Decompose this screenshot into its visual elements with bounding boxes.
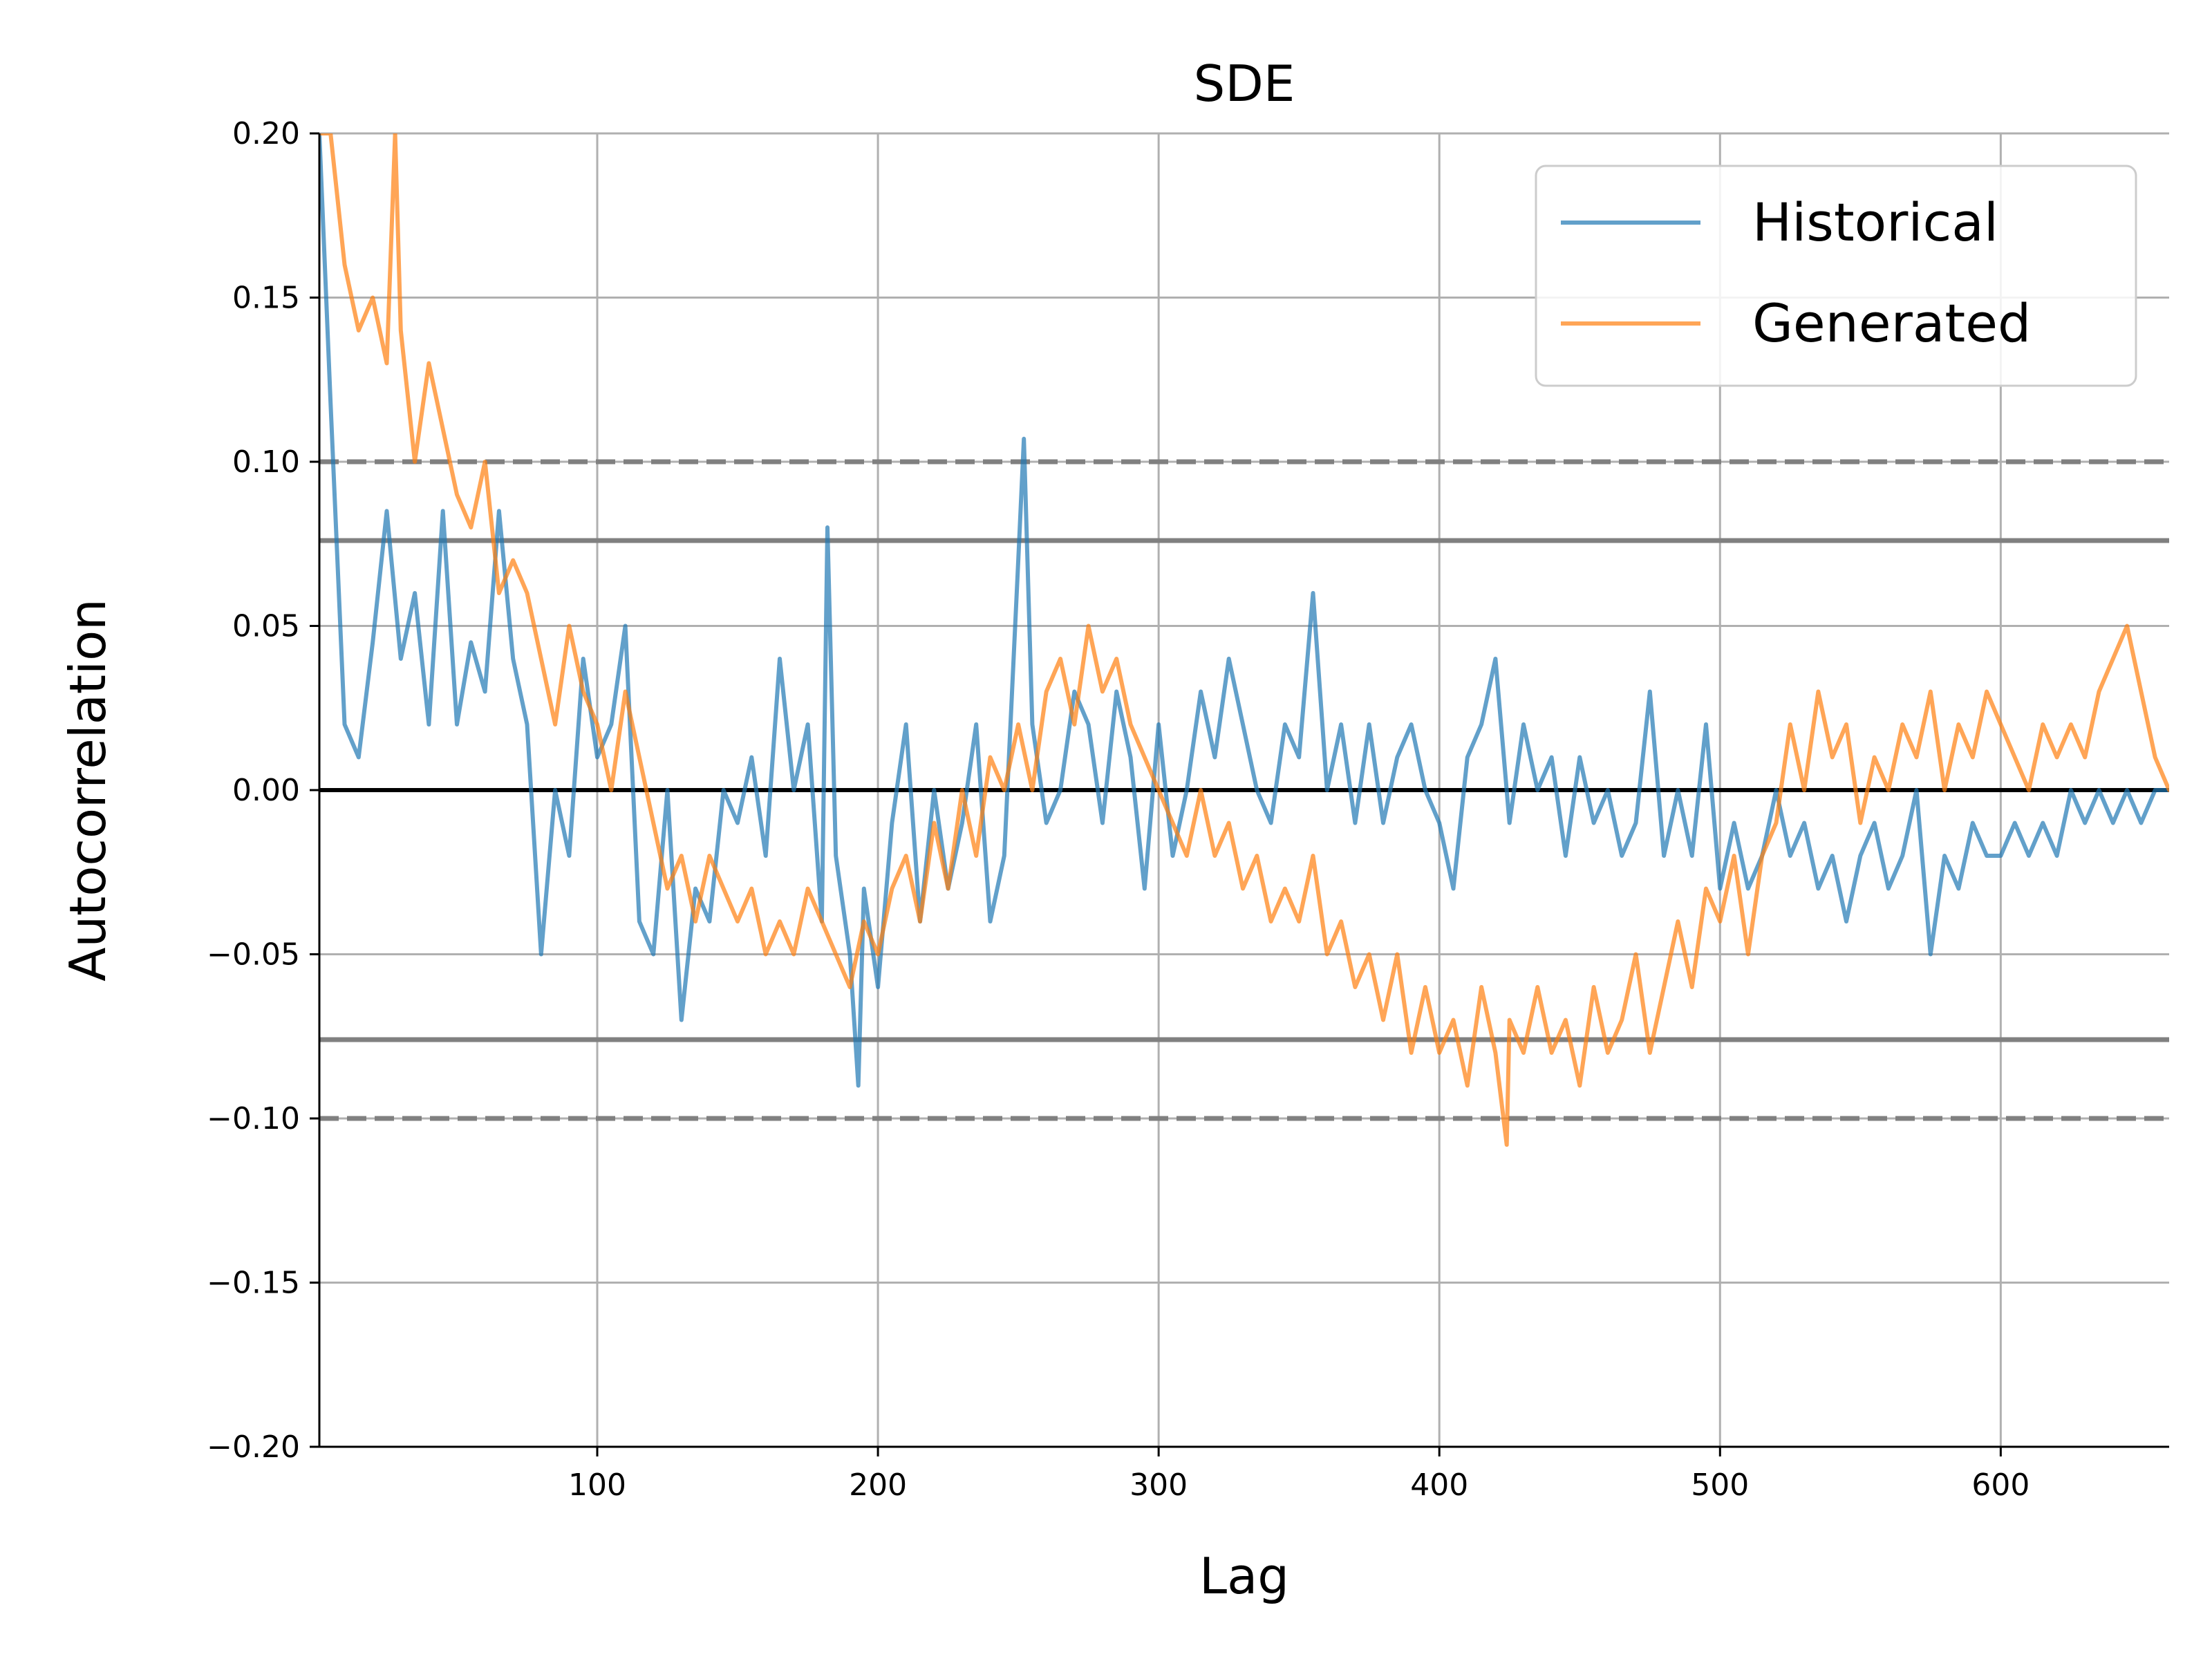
x-axis-title: Lag [1199, 1547, 1289, 1605]
x-tick-label-4: 500 [1691, 1468, 1749, 1503]
tick-labels: 100 200 300 400 500 600 −0.20 −0.15 −0.10 −0.05 0.… [207, 116, 2030, 1503]
x-tick-label-0: 100 [568, 1468, 626, 1503]
series-line-historical [319, 133, 2169, 1088]
chart-title: SDE [1194, 55, 1295, 113]
y-tick-label-4: 0.00 [232, 773, 300, 808]
legend-label-historical: Historical [1752, 191, 1998, 253]
y-tick-label-1: −0.15 [207, 1266, 300, 1301]
legend: Historical Generated [1535, 165, 2137, 387]
series-line-generated [319, 133, 2169, 1147]
x-tick-label-5: 600 [1971, 1468, 2030, 1503]
y-tick-label-0: −0.20 [207, 1430, 300, 1465]
y-tick-label-6: 0.10 [232, 444, 300, 480]
axes [310, 132, 2169, 1456]
reference-lines [319, 459, 2169, 1121]
y-tick-label-8: 0.20 [232, 116, 300, 151]
y-tick-label-7: 0.15 [232, 281, 300, 316]
y-tick-label-3: −0.05 [207, 937, 300, 973]
series-lines [319, 133, 2169, 1147]
y-tick-label-2: −0.10 [207, 1101, 300, 1136]
y-axis-title: Autocorrelation [59, 599, 117, 982]
x-tick-label-2: 300 [1130, 1468, 1188, 1503]
y-tick-label-5: 0.05 [232, 609, 300, 644]
x-tick-label-1: 200 [849, 1468, 907, 1503]
legend-label-generated: Generated [1752, 292, 2031, 354]
x-tick-label-3: 400 [1410, 1468, 1468, 1503]
